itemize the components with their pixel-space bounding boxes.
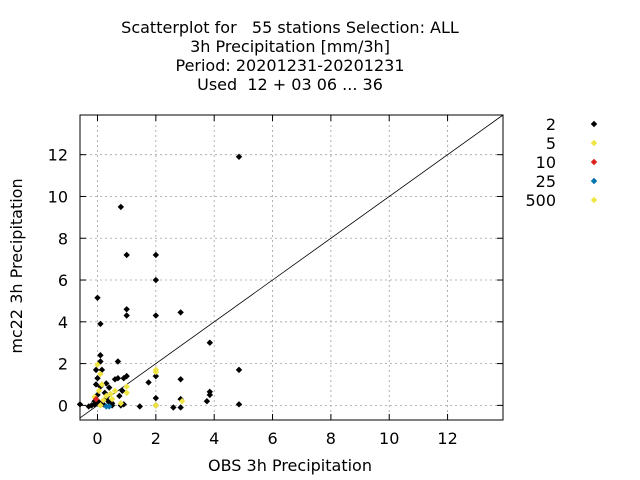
data-point [177,376,184,383]
data-point [123,312,130,319]
data-point [203,397,211,405]
title-line-3: Period: 20201231-20201231 [175,56,404,75]
data-point [111,387,119,394]
data-point [235,401,243,408]
data-point [91,393,98,401]
data-point [97,352,104,359]
y-tick-label: 0 [58,396,68,415]
data-point [117,400,125,407]
legend-label: 500 [525,191,556,210]
data-point [76,401,84,408]
data-point [100,396,107,404]
data-point [94,294,101,301]
series-500 [97,402,104,409]
legend-marker [590,177,598,185]
data-point [206,388,214,395]
chart-title: Scatterplot for 55 stations Selection: A… [121,18,459,94]
data-point [103,392,110,400]
data-point [114,375,122,382]
legend-label: 5 [546,134,556,153]
x-tick-label: 0 [92,429,102,448]
legend-marker [590,196,598,204]
series-10 [92,395,100,403]
data-point [92,395,100,403]
plot-frame [79,114,504,421]
axis-ticks [80,115,503,420]
data-point [152,312,160,319]
x-tick-label: 10 [379,429,399,448]
data-point [116,392,123,400]
x-tick-label: 8 [326,429,336,448]
data-point [97,358,104,365]
data-point [97,320,104,328]
legend-marker [590,139,598,147]
data-point [152,402,160,409]
data-point [235,366,243,374]
x-tick-label: 12 [437,429,457,448]
legend-marker [590,158,598,166]
title-line-4: Used 12 + 03 06 ... 36 [197,75,383,94]
legend-label: 25 [536,172,556,191]
data-point [98,381,106,388]
data-point [152,394,160,402]
data-point [92,366,100,374]
data-point [152,276,160,284]
y-tick-label: 8 [58,229,68,248]
data-point [94,375,101,382]
data-point [177,309,184,316]
legend-label: 10 [536,153,556,172]
data-points [76,153,243,411]
y-tick-label: 6 [58,271,68,290]
data-point [123,251,130,259]
x-tick-label: 6 [267,429,277,448]
data-point [105,403,113,410]
y-tick-label: 4 [58,313,68,332]
data-point [178,397,186,405]
data-point [108,395,116,403]
x-axis-label: OBS 3h Precipitation [208,456,372,475]
data-point [105,384,113,391]
data-point [123,389,130,397]
data-point [206,339,214,346]
legend-marker [590,120,598,128]
data-point [97,402,104,409]
x-tick-label: 2 [151,429,161,448]
data-point [119,387,126,394]
data-point [94,361,101,368]
data-point [117,203,125,211]
data-point [145,379,152,386]
data-point [235,153,243,160]
data-point [152,372,160,380]
data-point [177,404,184,411]
y-tick-label: 10 [48,187,68,206]
y-tick-label: 2 [58,355,68,374]
series-5 [91,361,186,409]
legend-label: 2 [546,115,556,134]
data-point [123,372,130,380]
series-25 [103,403,113,410]
x-tick-label: 4 [209,429,219,448]
data-point [136,403,144,410]
data-point [123,306,130,313]
title-line-1: Scatterplot for 55 stations Selection: A… [121,18,459,37]
tick-labels: 0 2 4 6 8 10 12 0 2 4 6 8 10 12 [48,146,458,448]
data-point [95,387,103,394]
data-point [103,380,110,387]
grid-lines [80,115,503,420]
diagonal-line [79,114,504,419]
data-point [152,251,160,259]
data-point [92,381,100,388]
data-point [170,404,177,411]
data-point [152,366,160,374]
data-point [107,390,114,398]
data-point [114,358,122,365]
data-point [123,383,130,390]
title-line-2: 3h Precipitation [mm/3h] [190,37,390,56]
y-axis-label: mc22 3h Precipitation [7,178,26,353]
y-tick-label: 12 [48,146,68,165]
data-point [97,370,104,378]
